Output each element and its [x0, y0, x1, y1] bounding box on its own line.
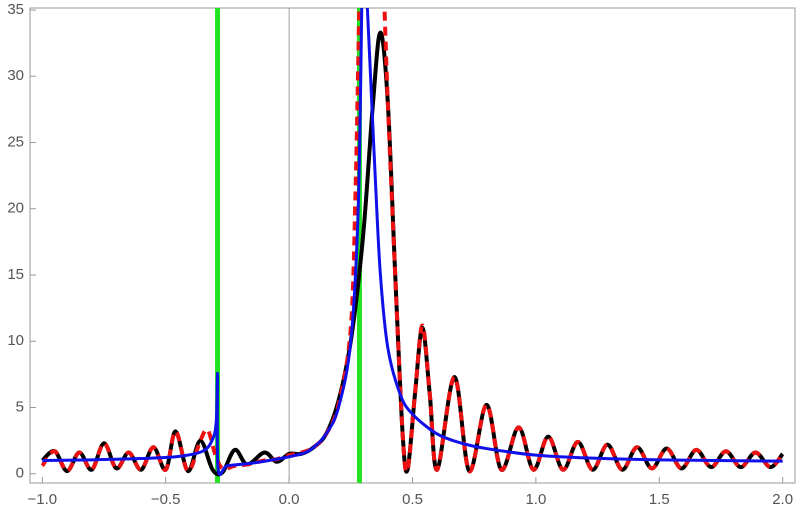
x-tick-label: −1.0	[28, 491, 58, 508]
y-tick-label: 25	[7, 133, 24, 150]
y-tick-label: 10	[7, 332, 24, 349]
y-tick-label: 5	[16, 398, 24, 415]
series-line	[40, 30, 785, 477]
x-tick-label: 2.0	[772, 491, 793, 508]
x-tick-label: 0.0	[279, 491, 300, 508]
x-tick-label: −0.5	[151, 491, 181, 508]
y-tick-label: 30	[7, 67, 24, 84]
x-tick-label: 1.0	[525, 491, 546, 508]
series-line	[382, 8, 785, 474]
series-line	[40, 8, 362, 474]
series-line	[42, 8, 364, 477]
y-tick-label: 20	[7, 200, 24, 217]
y-tick-label: 15	[7, 266, 24, 283]
x-tick-label: 1.5	[649, 491, 670, 508]
series-line	[365, 8, 783, 463]
x-tick-label: 0.5	[402, 491, 423, 508]
y-tick-label: 35	[7, 1, 24, 18]
plot-area	[40, 8, 785, 483]
y-tick-label: 0	[16, 465, 24, 482]
